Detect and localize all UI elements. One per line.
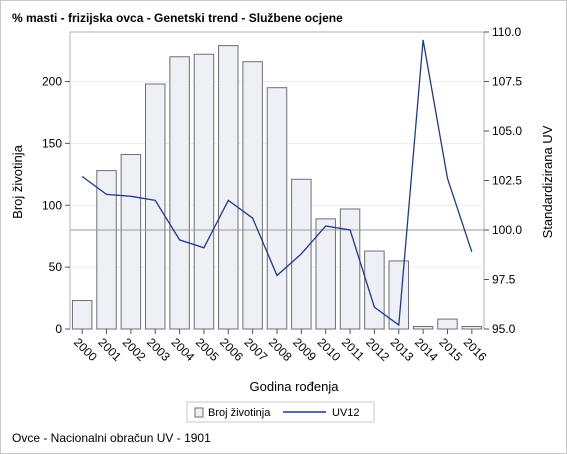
x-axis-label: Godina rođenja: [250, 379, 340, 394]
x-tick-label: 2005: [193, 335, 222, 364]
uv-line-layer: [81, 39, 473, 327]
y2-tick-label: 110.0: [492, 25, 521, 39]
y-tick-label: 50: [49, 260, 63, 274]
y-axis-label: Broj životinja: [10, 144, 25, 218]
x-tick-label: 2013: [388, 335, 417, 364]
x-tick-label: 2006: [217, 335, 246, 364]
x-tick-label: 2000: [71, 335, 100, 364]
bar: [144, 83, 166, 330]
bar: [339, 208, 361, 330]
bar: [193, 53, 215, 330]
x-tick-label: 2004: [168, 335, 197, 364]
legend-box: [186, 401, 375, 423]
y-tick-label: 150: [42, 136, 62, 150]
x-tick-label: 2014: [412, 335, 441, 364]
x-tick-label: 2011: [339, 335, 367, 363]
legend-item-line: UV12: [332, 407, 360, 419]
footnote: Ovce - Nacionalni obračun UV - 1901: [12, 431, 211, 445]
chart-title: % masti - frizijska ovca - Genetski tren…: [12, 11, 343, 25]
x-tick-label: 2003: [144, 335, 173, 364]
bar: [120, 154, 142, 330]
y2-tick-label: 105.0: [492, 124, 522, 138]
y2-tick-label: 100.0: [492, 223, 522, 237]
x-tick-label: 2012: [363, 335, 392, 364]
y2-tick-label: 95.0: [492, 322, 516, 336]
y-tick-label: 0: [55, 322, 62, 336]
x-tick-label: 2009: [290, 335, 319, 364]
y-tick-label: 100: [42, 198, 62, 212]
x-tick-label: 2010: [315, 335, 344, 364]
bar: [218, 45, 239, 330]
legend: Broj životinja UV12: [186, 401, 375, 423]
bar: [71, 300, 93, 330]
x-tick-label: 2016: [461, 335, 490, 364]
bar: [315, 218, 336, 330]
x-tick-label: 2008: [266, 335, 295, 364]
x-tick-label: 2007: [242, 335, 271, 364]
bar: [437, 318, 458, 330]
bar: [266, 87, 288, 330]
bar: [242, 61, 263, 330]
uv-series-line: [81, 39, 473, 327]
y-tick-label: 200: [42, 75, 62, 89]
y2-tick-label: 97.5: [492, 273, 516, 287]
x-tick-label: 2001: [95, 335, 124, 364]
x-tick-label: 2002: [120, 335, 149, 364]
legend-bar-swatch: [194, 407, 204, 418]
legend-item-bars: Broj životinja: [208, 407, 271, 419]
bar: [412, 326, 434, 330]
y2-tick-label: 107.5: [492, 75, 522, 89]
y2-tick-label: 102.5: [492, 174, 522, 188]
bar: [364, 250, 385, 330]
bar: [169, 56, 190, 330]
bar: [461, 326, 483, 330]
y2-axis-label: Standardizirana UV: [540, 125, 555, 238]
x-tick-label: 2015: [436, 335, 465, 364]
